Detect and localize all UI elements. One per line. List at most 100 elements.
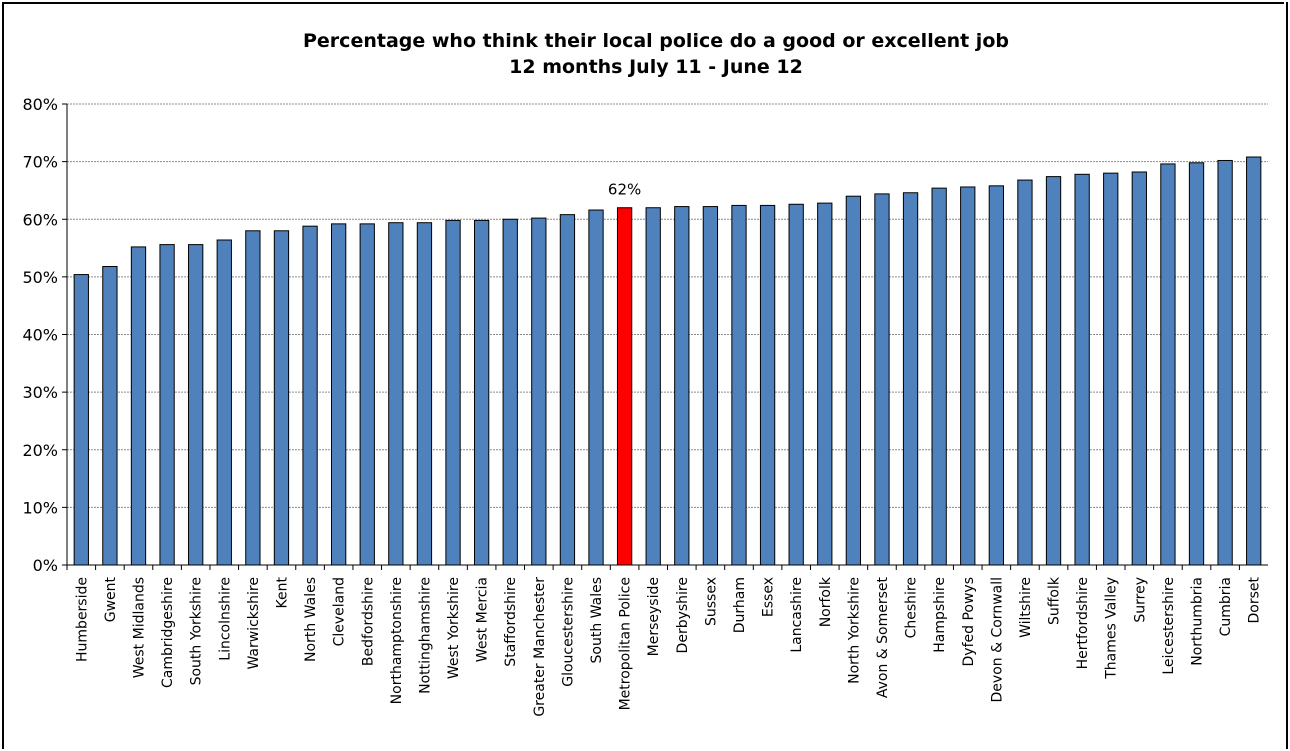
x-tick-label: Lancashire	[789, 577, 805, 653]
bar-hampshire	[931, 187, 947, 566]
bar-west-mercia	[473, 219, 490, 566]
bar-metropolitan-police	[616, 207, 633, 566]
bar-warwickshire	[245, 230, 261, 566]
bar-leicestershire	[1160, 163, 1176, 566]
bar-wiltshire	[1017, 179, 1033, 566]
x-tick-label: Devon & Cornwall	[989, 577, 1005, 702]
x-tick-label: Humberside	[74, 577, 90, 662]
x-tick-label: South Yorkshire	[189, 577, 205, 685]
x-tick-label: West Midlands	[131, 577, 147, 678]
chart-title: Percentage who think their local police …	[303, 30, 1009, 52]
x-tick-label: North Yorkshire	[846, 577, 862, 684]
bar-dorset	[1246, 156, 1262, 566]
x-tick-label: Thames Valley	[1104, 577, 1120, 680]
bar-merseyside	[645, 207, 661, 566]
x-tick-label: Suffolk	[1047, 576, 1063, 625]
y-tick-label: 80%	[22, 95, 58, 114]
bar-nottinghamshire	[416, 222, 433, 566]
y-tick-label: 0%	[33, 556, 58, 575]
x-tick-label: Greater Manchester	[532, 577, 548, 717]
y-tick-label: 60%	[22, 210, 58, 229]
x-tick-label: Avon & Somerset	[875, 576, 891, 698]
bar-suffolk	[1045, 176, 1062, 566]
x-tick-label: Metropolitan Police	[618, 577, 634, 710]
x-tick-label: Lincolnshire	[217, 577, 233, 661]
bar-south-wales	[588, 209, 604, 566]
bar-thames-valley	[1103, 172, 1119, 566]
x-tick-label: Kent	[274, 576, 290, 608]
bar-cumbria	[1217, 159, 1233, 566]
bar-northumbria	[1188, 162, 1205, 566]
x-tick-label: Nottinghamshire	[417, 577, 433, 694]
x-tick-label: Gwent	[103, 576, 119, 622]
bar-kent	[273, 230, 290, 566]
x-tick-label: Gloucestershire	[560, 577, 576, 687]
x-tick-label: Warwickshire	[246, 577, 262, 670]
gridlines	[67, 103, 1268, 508]
bar-essex	[759, 204, 776, 566]
x-tick-label: Surrey	[1132, 577, 1148, 623]
bar-west-midlands	[130, 246, 147, 566]
x-tick-label: Durham	[732, 577, 748, 633]
bar-lancashire	[788, 203, 804, 566]
bar-dyfed-powys	[960, 186, 976, 566]
y-tick-label: 70%	[22, 153, 58, 172]
x-tick-label: Cambridgeshire	[160, 577, 176, 688]
bar-derbyshire	[674, 206, 690, 566]
x-tick-label: West Yorkshire	[446, 577, 462, 679]
x-tick-label: Northumbria	[1190, 577, 1206, 666]
x-tick-label: Derbyshire	[675, 577, 691, 653]
x-tick-label: South Wales	[589, 577, 605, 663]
data-label-highlight: 62%	[608, 181, 641, 199]
y-tick-label: 40%	[22, 326, 58, 345]
bar-north-wales	[302, 225, 318, 566]
bar-devon-cornwall	[988, 185, 1004, 566]
bar-north-yorkshire	[845, 195, 862, 566]
x-tick-label: Cheshire	[904, 577, 920, 638]
bar-south-yorkshire	[188, 244, 204, 566]
x-tick-label: Hampshire	[932, 577, 948, 653]
bar-greater-manchester	[531, 217, 547, 566]
x-tick-label: West Mercia	[475, 577, 491, 662]
chart-subtitle: 12 months July 11 - June 12	[509, 56, 803, 78]
bar-lincolnshire	[216, 239, 232, 566]
bars	[73, 156, 1262, 566]
x-tick-label: Wiltshire	[1018, 577, 1034, 638]
x-tick-label: Dorset	[1247, 576, 1263, 623]
bar-gwent	[102, 266, 118, 566]
x-tick-label: Essex	[761, 577, 777, 617]
bar-cleveland	[331, 223, 347, 566]
x-tick-label: Leicestershire	[1161, 577, 1177, 675]
x-tick-label: Northamptonshire	[389, 577, 405, 704]
bar-surrey	[1131, 171, 1147, 566]
x-tick-label: Cleveland	[332, 577, 348, 646]
y-tick-label: 30%	[22, 383, 58, 402]
bar-cambridgeshire	[159, 244, 175, 566]
x-tick-label: Bedfordshire	[360, 577, 376, 666]
bar-humberside	[73, 274, 89, 566]
x-tick-label: Cumbria	[1218, 577, 1234, 636]
bar-bedfordshire	[359, 223, 375, 566]
x-tick-label: Hertfordshire	[1075, 577, 1091, 669]
x-tick-label: Staffordshire	[503, 577, 519, 667]
bar-northamptonshire	[388, 222, 404, 566]
bar-norfolk	[817, 202, 833, 566]
y-tick-label: 50%	[22, 268, 58, 287]
bar-cheshire	[902, 192, 919, 566]
bar-avon-somerset	[874, 193, 890, 566]
chart-frame-right-edge	[1286, 2, 1288, 749]
x-tick-label: Merseyside	[646, 577, 662, 656]
y-axis-ticks: 0% 10% 20% 30% 40% 50% 60% 70% 80%	[22, 95, 67, 575]
x-tick-label: Dyfed Powys	[961, 577, 977, 666]
x-axis-ticks: Humberside Gwent West Midlands Cambridgeshi…	[66, 565, 1263, 717]
y-tick-label: 10%	[22, 498, 58, 517]
x-tick-label: Sussex	[703, 577, 719, 626]
bar-staffordshire	[502, 218, 518, 566]
x-tick-label: North Wales	[303, 577, 319, 662]
bar-gloucestershire	[559, 214, 576, 566]
x-tick-label: Norfolk	[818, 576, 834, 627]
bar-sussex	[702, 206, 719, 566]
bar-hertfordshire	[1074, 173, 1090, 566]
